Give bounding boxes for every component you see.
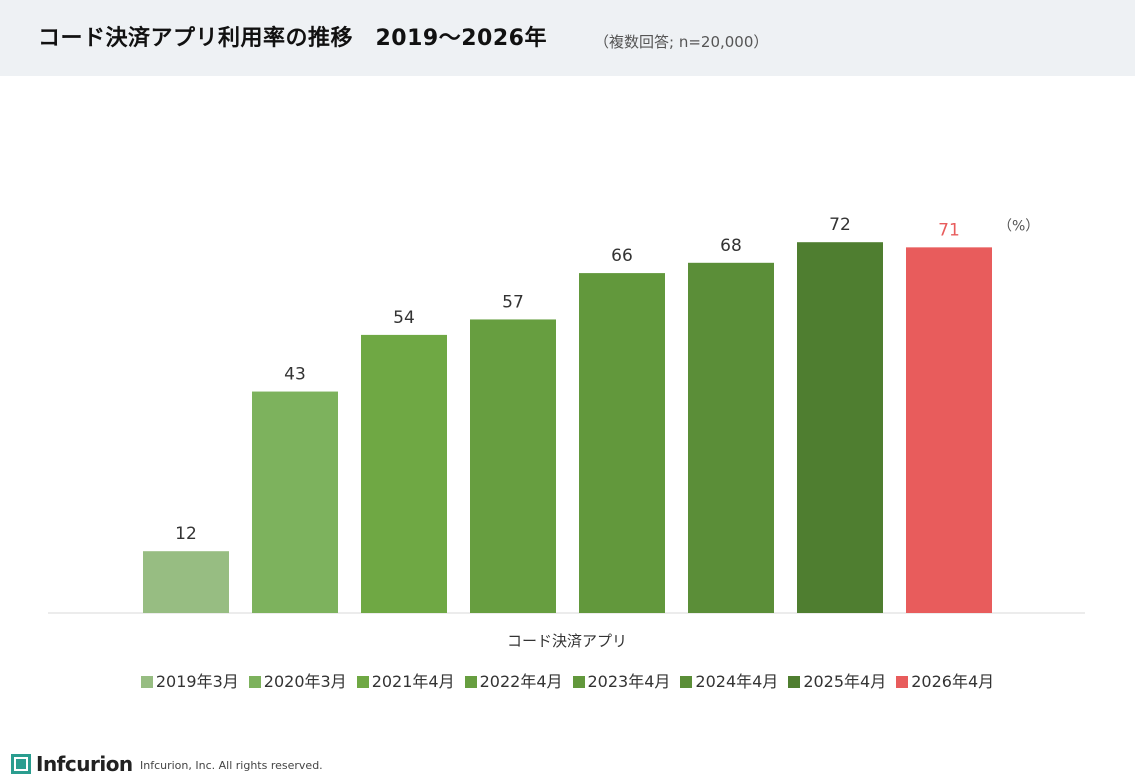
legend-swatch (680, 676, 693, 688)
x-axis-category-label: コード決済アプリ (507, 632, 627, 650)
bar-8 (906, 247, 992, 613)
legend-label: 2020年3月 (263, 672, 347, 691)
legend-label: 2023年4月 (587, 672, 671, 691)
legend-swatch (140, 676, 153, 688)
logo-mark-icon (11, 754, 31, 774)
page-title: コード決済アプリ利用率の推移 2019〜2026年 (38, 26, 547, 51)
header-bar: コード決済アプリ利用率の推移 2019〜2026年 （複数回答; n=20,00… (0, 0, 1135, 76)
data-label-6: 68 (720, 236, 742, 256)
data-label-5: 66 (611, 246, 633, 266)
legend-label: 2025年4月 (803, 672, 887, 691)
legend-item-1: 2019年3月 (140, 668, 239, 692)
legend-item-3: 2021年4月 (356, 668, 455, 692)
legend-item-4: 2022年4月 (464, 668, 563, 692)
page-subtitle: （複数回答; n=20,000） (594, 33, 769, 51)
legend-label: 2022年4月 (479, 672, 563, 691)
legend-swatch (356, 676, 369, 688)
bar-2 (252, 391, 338, 613)
legend-label: 2026年4月 (911, 672, 995, 691)
data-label-4: 57 (502, 292, 524, 312)
logo-text: Infcurion (36, 752, 133, 776)
bar-5 (579, 273, 665, 613)
legend-swatch (896, 676, 909, 688)
bar-7 (797, 242, 883, 613)
chart-legend: 2019年3月 2020年3月 2021年4月 2022年4月 2023年4月 2024年… (0, 668, 1135, 692)
data-label-1: 12 (175, 524, 197, 544)
legend-item-6: 2024年4月 (680, 668, 778, 692)
legend-item-7: 2025年4月 (788, 668, 886, 692)
legend-label: 2019年3月 (155, 672, 239, 691)
legend-label: 2021年4月 (371, 672, 455, 691)
unit-label: （%） (998, 218, 1039, 234)
legend-swatch (248, 676, 261, 688)
bar-6 (688, 262, 774, 613)
legend-item-5: 2023年4月 (572, 668, 671, 692)
legend-item-2: 2020年3月 (248, 668, 347, 692)
bar-4 (470, 319, 556, 613)
data-label-3: 54 (393, 308, 415, 328)
legend-swatch (788, 676, 801, 688)
legend-label: 2024年4月 (695, 672, 779, 691)
data-label-8: 71 (938, 220, 960, 240)
legend-swatch (464, 676, 477, 688)
legend-swatch (572, 676, 585, 688)
bar-chart: 12 43 54 57 66 68 72 71 （%） コード決済アプリ (48, 215, 1085, 650)
copyright-text: Infcurion, Inc. All rights reserved. (140, 759, 323, 772)
bar-3 (361, 334, 447, 613)
company-logo: Infcurion (10, 752, 133, 776)
data-label-7: 72 (829, 215, 851, 235)
legend-item-8: 2026年4月 (896, 668, 994, 692)
data-label-2: 43 (284, 365, 306, 385)
bar-1 (143, 551, 229, 613)
